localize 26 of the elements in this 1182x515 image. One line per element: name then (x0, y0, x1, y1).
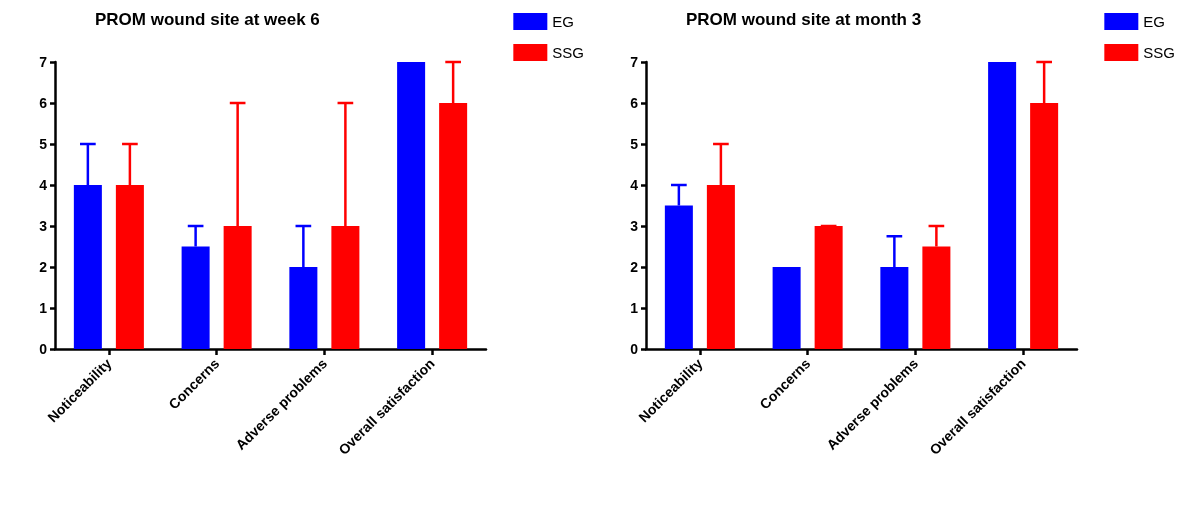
y-tick-label: 2 (630, 259, 639, 275)
y-tick-label: 3 (39, 218, 48, 234)
y-tick-label: 6 (39, 95, 48, 111)
legend-label: SSG (1143, 44, 1176, 61)
bar (397, 62, 426, 349)
bar (772, 267, 801, 349)
y-tick-label: 1 (630, 300, 639, 316)
legend-label: EG (552, 13, 575, 30)
y-tick-label: 2 (39, 259, 48, 275)
y-tick-label: 6 (630, 95, 639, 111)
y-tick-label: 0 (630, 341, 639, 357)
y-tick-label: 0 (39, 341, 48, 357)
bar (814, 226, 843, 349)
y-tick-label: 4 (39, 177, 48, 193)
legend-label: EG (1143, 13, 1166, 30)
bar (988, 62, 1017, 349)
y-tick-label: 4 (630, 177, 639, 193)
y-tick-label: 7 (39, 54, 48, 70)
chart-title: PROM wound site at month 3 (686, 10, 922, 29)
y-tick-label: 7 (630, 54, 639, 70)
y-tick-label: 3 (630, 218, 639, 234)
y-tick-label: 5 (630, 136, 639, 152)
chart-title: PROM wound site at week 6 (95, 10, 320, 29)
y-tick-label: 1 (39, 300, 48, 316)
legend-label: SSG (552, 44, 585, 61)
y-tick-label: 5 (39, 136, 48, 152)
